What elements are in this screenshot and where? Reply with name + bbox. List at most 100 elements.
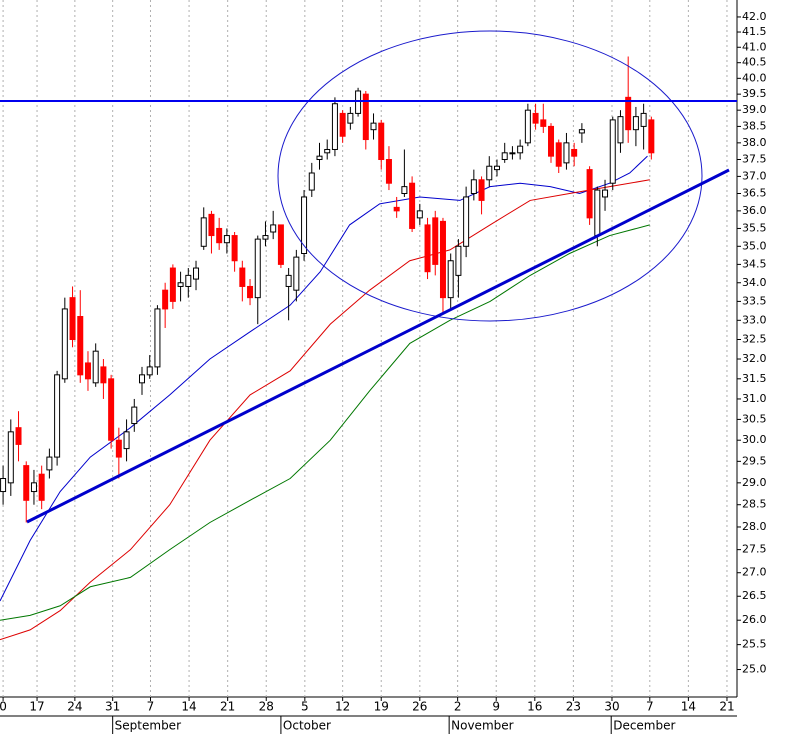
candle-body [625,96,632,131]
y-tick-label: 28.5 [742,498,767,511]
y-tick-label: 41.0 [742,40,767,53]
x-tick-label: 7 [646,700,654,714]
candle-body [293,256,300,291]
y-tick-label: 27.0 [742,566,767,579]
candle-body [123,431,130,450]
candle-body [501,152,508,161]
candle-body [23,465,30,501]
candle-body [38,473,45,501]
moving-average [0,224,650,621]
candle-body [193,267,200,280]
candle-body [131,406,138,425]
candle-body [617,116,624,144]
candle-body [216,227,223,244]
candle-body [362,93,369,141]
y-tick-label: 38.0 [742,136,767,149]
candle-body [486,165,493,181]
candle-body [586,169,593,219]
candle-body [200,217,207,247]
candle-body [146,366,153,376]
candle-body [409,182,416,229]
candle-body [262,235,269,240]
y-tick-label: 40.5 [742,56,767,69]
candle-body [84,362,91,380]
candle-body [15,427,22,445]
candle-body [61,308,68,380]
y-tick-label: 33.5 [742,294,767,307]
candle-body [548,125,555,157]
candle-body [308,172,315,191]
y-tick-label: 36.5 [742,187,767,200]
candle-body [223,235,230,244]
candle-body [578,129,585,134]
candle-body [108,378,115,441]
x-tick-label: 21 [220,700,235,714]
y-tick-label: 25.5 [742,638,767,651]
candle-body [138,374,145,384]
candle-body [169,267,176,302]
candle-body [447,260,454,299]
month-label: September [115,719,181,733]
candle-body [277,224,284,265]
candle-body [401,186,408,195]
candle-body [640,112,647,127]
y-tick-label: 37.0 [742,169,767,182]
candle-body [54,374,61,458]
trend-line [26,168,730,524]
candle-body [509,152,516,155]
x-tick-label: 26 [412,700,427,714]
candle-body [177,282,184,287]
y-tick-label: 36.0 [742,204,767,217]
x-tick-label: 14 [181,700,196,714]
candle-body [100,366,107,384]
y-tick-label: 35.0 [742,239,767,252]
candle-body [524,109,531,144]
y-tick-label: 30.5 [742,412,767,425]
candle-body [324,148,331,154]
y-tick-label: 37.5 [742,153,767,166]
candle-body [540,119,547,127]
y-tick-label: 26.0 [742,613,767,626]
x-tick-label: 14 [681,700,696,714]
candle-body [432,217,439,265]
y-tick-label: 31.5 [742,372,767,385]
candle-body [270,224,277,233]
x-tick-label: 16 [527,700,542,714]
candle-body [594,189,601,237]
candle-body [439,220,446,299]
candle-body [316,155,323,161]
candle-body [416,210,423,219]
highlight-ellipse [277,30,703,322]
month-label: October [283,719,331,733]
x-tick-label: 19 [374,700,389,714]
y-tick-label: 33.0 [742,313,767,326]
candle-body [355,90,362,114]
y-tick-label: 34.5 [742,257,767,270]
y-tick-label: 31.0 [742,392,767,405]
candle-body [92,350,99,384]
month-label: December [613,719,675,733]
annotations [0,30,737,524]
candle-body [517,145,524,154]
x-tick-label: 30 [604,700,619,714]
y-tick-label: 30.0 [742,433,767,446]
candle-body [493,165,500,171]
y-tick-label: 32.0 [742,352,767,365]
candle-body [254,238,261,299]
candle-body [231,235,238,262]
y-tick-label: 40.0 [742,71,767,84]
candle-body [571,148,578,157]
candle-body [247,285,254,299]
moving-average [0,179,650,641]
x-tick-label: 31 [105,700,120,714]
y-tick-label: 41.5 [742,25,767,38]
moving-average [0,155,648,602]
candle-body [478,179,485,201]
x-tick-label: 0 [0,700,7,714]
y-tick-label: 26.5 [742,589,767,602]
y-tick-label: 32.5 [742,333,767,346]
candle-body [30,482,37,493]
y-tick-label: 35.5 [742,221,767,234]
x-tick-label: 28 [259,700,274,714]
